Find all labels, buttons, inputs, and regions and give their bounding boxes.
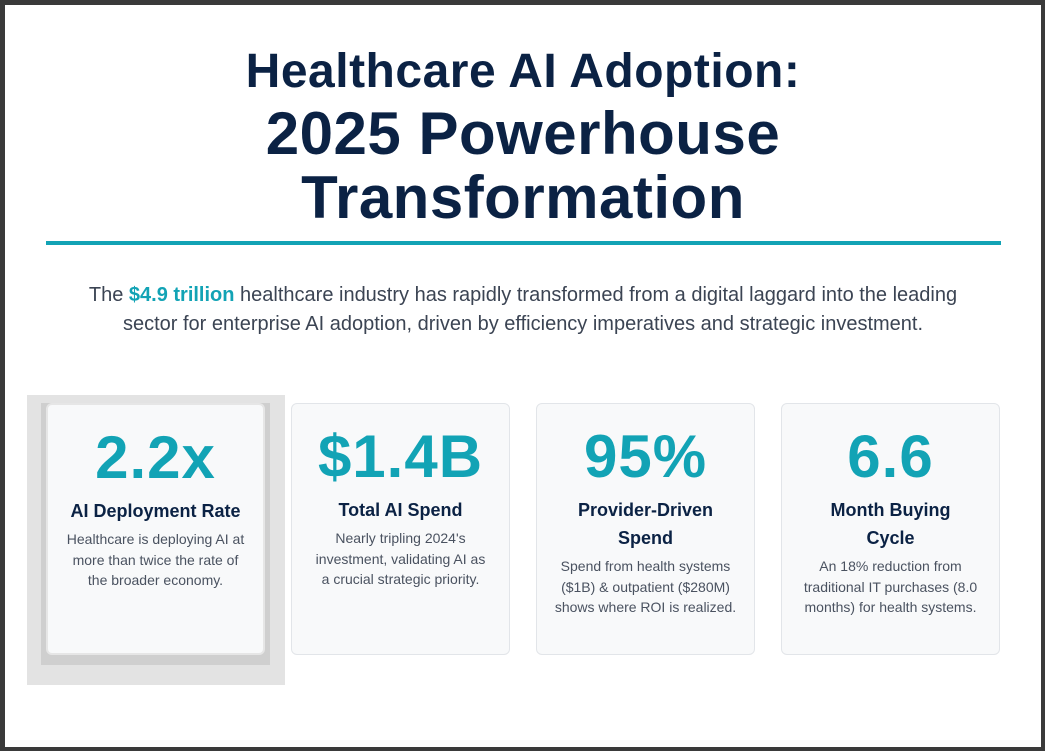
stat-label: Total AI Spend <box>338 500 463 520</box>
stat-label: Month Buying Cycle <box>830 500 951 548</box>
stat-description: Nearly tripling 2024's investment, valid… <box>315 530 486 587</box>
stat-card-total-spend[interactable]: $1.4B Total AI Spend Nearly tripling 202… <box>291 403 510 655</box>
intro-highlight: $4.9 trillion <box>128 284 235 306</box>
stat-label: AI Deployment Rate <box>70 501 241 521</box>
stat-card-deployment-rate[interactable]: 2.2x AI Deployment Rate Healthcare is de… <box>46 403 265 655</box>
stat-card-buying-cycle[interactable]: 6.6 Month Buying Cycle An 18% reduction … <box>781 403 1000 655</box>
page-title-line-2: 2025 Powerhouse <box>265 100 781 167</box>
intro-prefix: The <box>88 284 129 306</box>
stat-label: Provider-Driven Spend <box>577 500 714 548</box>
title-divider <box>46 241 1001 245</box>
stat-value: 6.6 <box>847 423 934 490</box>
stat-description: Healthcare is deploying AI at more than … <box>66 531 245 588</box>
stat-value: 2.2x <box>95 424 216 491</box>
page-title-line-1: Healthcare AI Adoption: <box>245 45 801 98</box>
intro-paragraph: The $4.9 trillion healthcare industry ha… <box>85 281 961 339</box>
stat-card-provider-spend[interactable]: 95% Provider-Driven Spend Spend from hea… <box>536 403 755 655</box>
page-title-line-3: Transformation <box>301 164 745 231</box>
stat-value: $1.4B <box>317 423 484 490</box>
intro-suffix: healthcare industry has rapidly transfor… <box>122 284 958 335</box>
stat-description: Spend from health systems ($1B) & outpat… <box>554 558 737 615</box>
stat-description: An 18% reduction from traditional IT pur… <box>803 558 978 615</box>
infographic-page: Healthcare AI Adoption: 2025 Powerhouse … <box>5 5 1041 747</box>
stat-value: 95% <box>583 423 708 490</box>
